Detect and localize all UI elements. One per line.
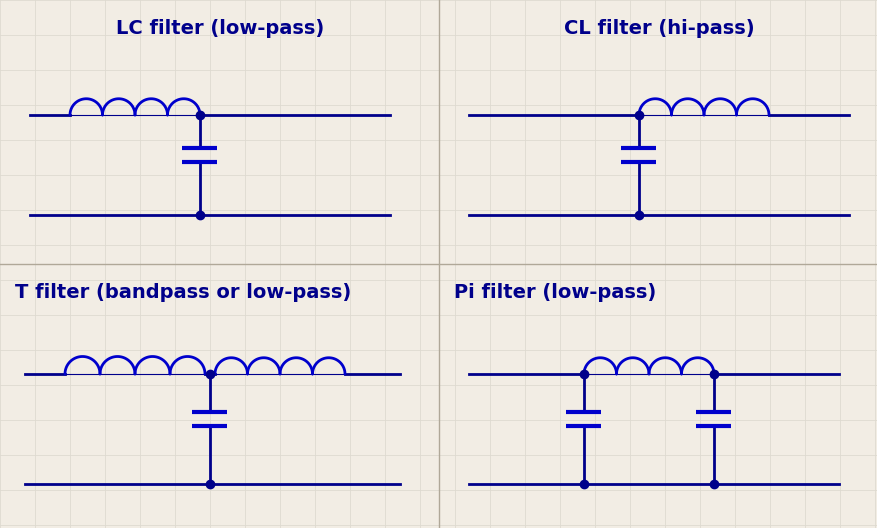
Text: LC filter (low-pass): LC filter (low-pass) <box>116 18 324 37</box>
Text: Pi filter (low-pass): Pi filter (low-pass) <box>453 282 655 301</box>
Text: T filter (bandpass or low-pass): T filter (bandpass or low-pass) <box>15 282 351 301</box>
Text: CL filter (hi-pass): CL filter (hi-pass) <box>563 18 753 37</box>
